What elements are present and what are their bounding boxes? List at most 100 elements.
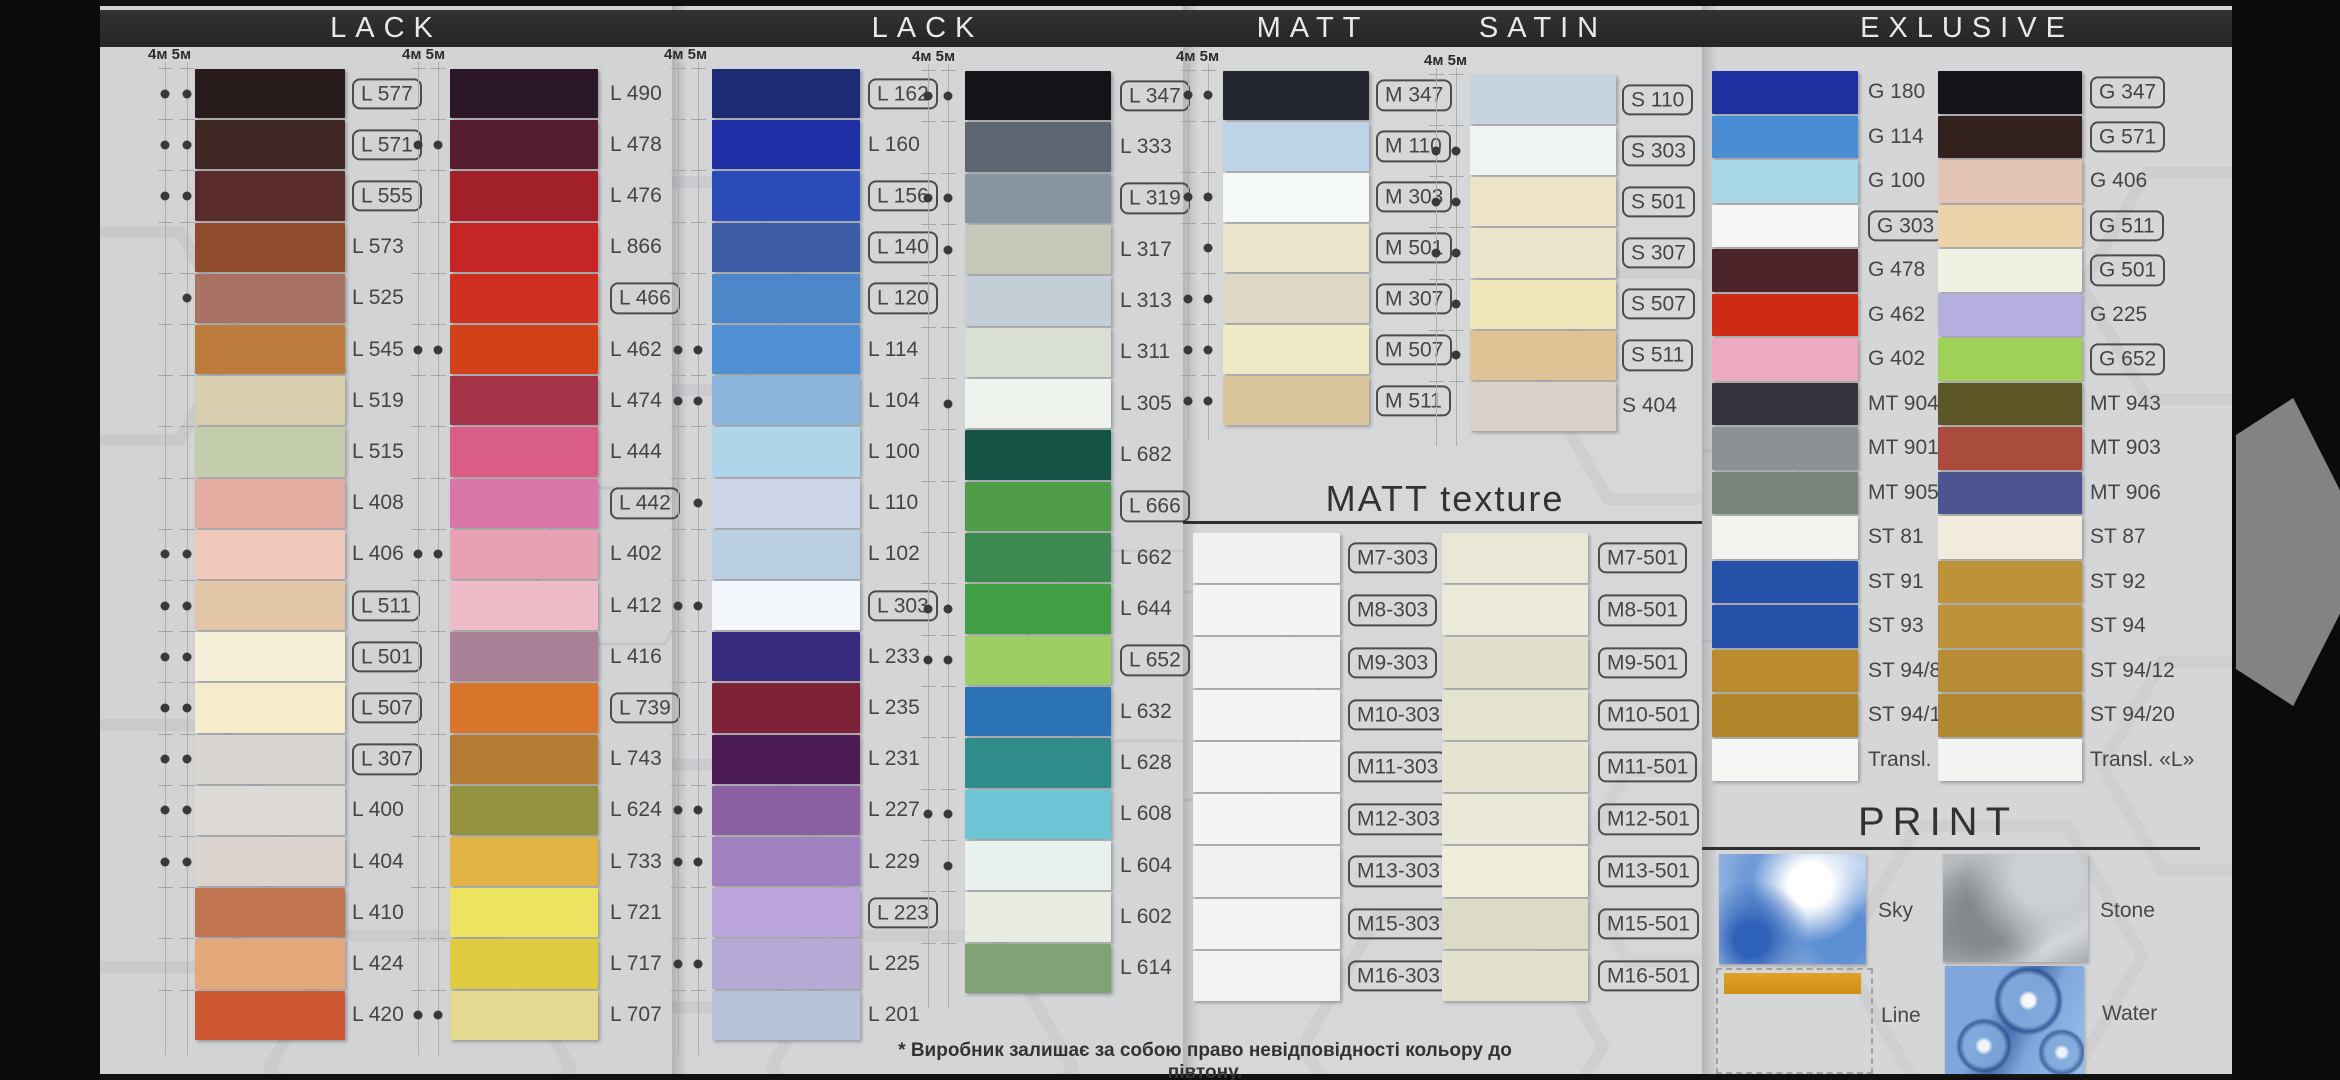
color-code-label: L 602 [1120, 904, 1172, 928]
color-code-label: L 412 [610, 593, 662, 617]
color-swatch [965, 430, 1111, 480]
color-code-label: L 225 [868, 952, 920, 976]
color-swatch [1712, 427, 1858, 470]
color-code-label: L 662 [1120, 545, 1172, 569]
availability-dot [182, 140, 192, 150]
guide-tick [411, 272, 426, 274]
guide-tick [691, 784, 706, 786]
guide-tick [941, 121, 956, 123]
swatch-row: L 313 [914, 275, 1230, 326]
matt-texture-rule [1183, 521, 1702, 524]
swatch-row: G 571 [1930, 115, 2200, 160]
availability-dot [673, 345, 683, 355]
guide-tick [1181, 324, 1196, 326]
availability-dot [923, 91, 933, 101]
color-code-label: L 235 [868, 696, 920, 720]
color-swatch [1193, 533, 1340, 584]
color-swatch [195, 683, 345, 733]
guide-tick [431, 221, 446, 223]
color-code-label: L 110 [868, 491, 919, 515]
color-swatch [450, 222, 598, 272]
color-code-label: L 573 [352, 235, 404, 259]
color-code-label: L 511 [352, 589, 421, 622]
size-marker: 4м 5м [402, 46, 446, 63]
swatch-row: M12-501 [1434, 793, 1708, 845]
guide-tick [1201, 273, 1216, 275]
guide-tick [1449, 278, 1464, 280]
availability-dot [673, 601, 683, 611]
color-swatch [1712, 115, 1858, 158]
color-swatch [965, 481, 1111, 531]
guide-tick [158, 426, 173, 428]
color-swatch [450, 376, 598, 426]
swatch-column-matt: 4м 5м M 347 M 110 M 303 M 501 M 307 M 507 M 511 [1174, 48, 1486, 440]
swatch-row: S 511 [1422, 329, 1732, 381]
availability-dot [433, 1010, 443, 1020]
guide-tick [921, 275, 936, 277]
color-swatch [1193, 950, 1340, 1001]
header-lack-2-title: LACK [871, 12, 984, 44]
color-swatch [1442, 846, 1588, 897]
swatch-row: Transl. [1704, 738, 1978, 783]
availability-dot [1451, 248, 1461, 258]
guide-tick [691, 887, 706, 889]
guide-tick [158, 887, 173, 889]
availability-dot [182, 857, 192, 867]
color-code-label: MT 943 [2090, 391, 2161, 415]
swatch-row: MT 903 [1930, 426, 2200, 471]
print-title: PRINT [1858, 800, 2018, 844]
color-swatch [195, 376, 345, 426]
color-code-label: ST 93 [1868, 614, 1924, 638]
guide-tick [921, 583, 936, 585]
color-swatch [195, 581, 345, 631]
color-swatch [1470, 75, 1616, 125]
availability-dot [160, 703, 170, 713]
guide-tick [1181, 222, 1196, 224]
swatch-row: L 632 [914, 685, 1230, 737]
color-swatch [712, 171, 860, 221]
color-code-label: L 608 [1120, 802, 1172, 826]
swatch-row: M15-303 [1185, 898, 1458, 950]
guide-tick [941, 326, 956, 328]
availability-dot [943, 399, 953, 409]
color-swatch [1193, 898, 1340, 949]
color-code-label: ST 81 [1868, 525, 1924, 549]
color-code-label: M8-501 [1598, 594, 1688, 626]
color-code-label: L 525 [352, 286, 404, 310]
guide-tick [411, 887, 426, 889]
guide-tick [941, 429, 956, 431]
color-swatch [1223, 325, 1369, 375]
availability-dot [943, 655, 953, 665]
availability-dot [160, 805, 170, 815]
color-code-label: L 402 [610, 542, 662, 566]
color-code-label: G 347 [2090, 76, 2166, 108]
guide-tick [431, 784, 446, 786]
header-lack-2: LACK [672, 10, 1183, 47]
color-swatch [1470, 177, 1616, 227]
swatch-row: L 501 [151, 631, 462, 682]
availability-dot [943, 91, 953, 101]
swatch-row: G 462 [1704, 293, 1978, 338]
color-swatch [712, 581, 860, 631]
swatch-row: L 555 [151, 170, 462, 221]
color-swatch [1223, 71, 1369, 120]
guide-tick [431, 887, 446, 889]
swatch-row: G 114 [1704, 115, 1978, 160]
guide-tick [1449, 125, 1464, 127]
availability-dot [1431, 146, 1441, 156]
color-code-label: L 444 [610, 440, 662, 464]
swatch-row: L 402 [404, 528, 720, 580]
availability-dot [433, 140, 443, 150]
size-marker: 4м 5м [1424, 52, 1468, 69]
guide-tick [941, 531, 956, 533]
color-code-label: M9-303 [1348, 646, 1438, 679]
color-code-label: L 305 [1120, 391, 1172, 415]
swatch-column-lack-a: 4м 5м L 577 L 571 L 555 L 573 L 525 L 545 L 519… [148, 46, 462, 1055]
color-swatch [1712, 204, 1858, 247]
availability-dot [923, 655, 933, 665]
color-swatch [712, 478, 860, 528]
availability-dot [160, 857, 170, 867]
swatch-row: L 519 [151, 375, 462, 426]
header-matt-satin: MATT SATIN [1183, 10, 1702, 47]
color-swatch [450, 478, 598, 528]
